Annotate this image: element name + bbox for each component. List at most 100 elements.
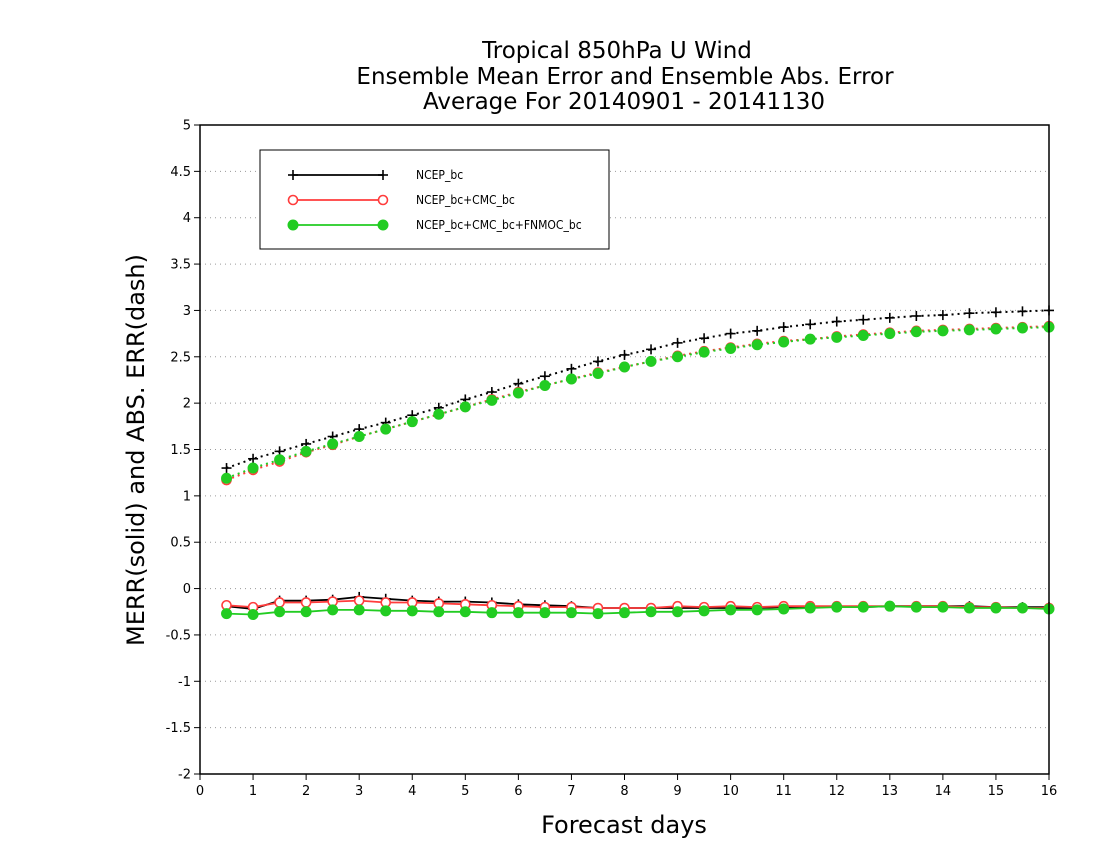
- series-3-abs-err-point: [884, 328, 896, 340]
- series-1-abs-err-point: [990, 307, 1001, 318]
- series-3-merr-point: [512, 607, 524, 619]
- x-tick-label: 4: [408, 784, 416, 799]
- series-3-merr-point: [672, 606, 684, 618]
- series-3-abs-err-point: [778, 336, 790, 348]
- legend-entry-3-start-point: [287, 219, 299, 231]
- series-3-merr-point: [910, 601, 922, 613]
- series-1-abs-err-point: [752, 325, 763, 336]
- series-2-merr-point: [274, 597, 285, 608]
- series-3-abs-err-point: [804, 333, 816, 345]
- series-3-abs-err-point: [406, 416, 418, 428]
- x-tick-label: 10: [722, 784, 739, 799]
- series-1-abs-err-point: [725, 328, 736, 339]
- series-1-abs-err-point: [884, 312, 895, 323]
- series-1-abs-err-point: [831, 316, 842, 327]
- series-2-merr-point: [353, 595, 365, 606]
- series-3-abs-err-point: [486, 394, 498, 406]
- series-3-merr-point: [1016, 602, 1028, 614]
- series-3-abs-err-point: [353, 431, 365, 443]
- series-2: [221, 320, 1055, 614]
- y-tick-label: -1.5: [166, 721, 191, 736]
- series-3-merr-point: [592, 608, 604, 620]
- series-1-abs-err-point: [805, 319, 816, 330]
- series-1-abs-err-point: [619, 349, 630, 360]
- x-tick-label: 2: [302, 784, 310, 799]
- series-1-abs-err-point: [672, 337, 683, 348]
- legend-entry-2-label: NCEP_bc+CMC_bc: [416, 193, 515, 207]
- series-3-merr-point: [380, 605, 392, 617]
- y-tick-label: 4.5: [170, 165, 191, 180]
- series-3-abs-err-point: [857, 329, 869, 341]
- y-tick-label: -1: [178, 675, 191, 690]
- series-3-merr-point: [539, 607, 551, 619]
- series-3-merr-point: [937, 601, 949, 613]
- series-1-abs-err-point: [592, 356, 603, 367]
- legend-entry-3-end-point: [377, 219, 389, 231]
- series-3-abs-err-point: [990, 323, 1002, 335]
- x-tick-label: 5: [461, 784, 469, 799]
- x-tick-label: 0: [196, 784, 204, 799]
- series-3-abs-err-point: [672, 351, 684, 363]
- series-3-merr-point: [857, 601, 869, 613]
- legend-entry-1-end-point: [378, 170, 388, 180]
- chart-title-line-1: Tropical 850hPa U Wind: [481, 38, 752, 64]
- series-3-abs-err-point: [565, 373, 577, 385]
- series-3-merr-point: [274, 606, 286, 618]
- series-3-merr-point: [353, 604, 365, 616]
- series-3-merr-point: [247, 609, 259, 621]
- series-3-abs-err-point: [380, 423, 392, 435]
- series-3-merr-point: [619, 607, 630, 619]
- legend-entry-1-label: NCEP_bc: [416, 168, 463, 182]
- series-1-abs-err-point: [566, 363, 577, 374]
- series-3-merr-point: [327, 604, 339, 616]
- series-3-merr-point: [963, 602, 975, 614]
- x-axis: 0 1 2 3 4 5 6 7 8 9 10 11 12 13 14 15 16: [196, 774, 1057, 799]
- series-3-abs-err-point: [963, 324, 975, 336]
- series-3-abs-err-point: [327, 438, 339, 450]
- x-tick-label: 14: [935, 784, 952, 799]
- y-tick-label: 2: [183, 397, 191, 412]
- series-3-abs-err-point: [645, 355, 657, 367]
- legend-entry-2: NCEP_bc+CMC_bc: [287, 193, 515, 207]
- legend-entries: NCEP_bc NCEP_bc+CMC_bc NCEP_bc+CMC_bc+FNMO…: [287, 168, 582, 232]
- chart-title-line-2: Ensemble Mean Error and Ensemble Abs. Er…: [356, 64, 894, 90]
- series-1-abs-err-line: [226, 309, 1050, 469]
- series-3-abs-err-point: [247, 462, 259, 474]
- y-tick-label: 3.5: [170, 258, 191, 273]
- series-1-abs-err-point: [699, 333, 710, 344]
- series-layer: [221, 305, 1055, 621]
- y-axis-label: MERR(solid) and ABS. ERR(dash): [122, 254, 150, 646]
- x-tick-label: 6: [514, 784, 522, 799]
- series-3-merr-point: [698, 605, 710, 617]
- series-3-abs-err-point: [512, 387, 524, 399]
- series-3-abs-err-point: [619, 361, 630, 373]
- series-3-merr-point: [300, 606, 312, 618]
- series-3-abs-err-point: [592, 367, 604, 379]
- series-3-abs-err-point: [937, 325, 949, 337]
- x-tick-label: 16: [1041, 784, 1058, 799]
- series-3-abs-err-point: [910, 326, 922, 338]
- series-3-merr-point: [406, 605, 418, 617]
- legend-entry-3-label: NCEP_bc+CMC_bc+FNMOC_bc: [416, 218, 582, 232]
- series-1-abs-err-point: [539, 371, 550, 382]
- legend-entry-3: NCEP_bc+CMC_bc+FNMOC_bc: [287, 218, 582, 232]
- series-3-merr-point: [645, 606, 657, 618]
- series-3-merr-point: [751, 604, 763, 616]
- x-tick-label: 12: [828, 784, 845, 799]
- series-3-abs-err-point: [751, 339, 763, 351]
- x-tick-label: 8: [620, 784, 628, 799]
- y-tick-label: -2: [178, 768, 191, 783]
- x-tick-label: 1: [249, 784, 257, 799]
- series-3-abs-err-point: [698, 346, 710, 358]
- series-3-merr-point: [459, 606, 471, 618]
- grid: [200, 170, 1049, 729]
- y-tick-label: 0.5: [170, 536, 191, 551]
- series-1-abs-err-point: [248, 453, 259, 464]
- series-1-abs-err-point: [937, 310, 948, 321]
- legend-entry-1: NCEP_bc: [288, 168, 463, 182]
- x-tick-label: 13: [882, 784, 899, 799]
- series-1-abs-err-point: [778, 322, 789, 333]
- series-3-abs-err-point: [725, 342, 737, 354]
- legend: NCEP_bc NCEP_bc+CMC_bc NCEP_bc+CMC_bc+FNMO…: [259, 149, 610, 250]
